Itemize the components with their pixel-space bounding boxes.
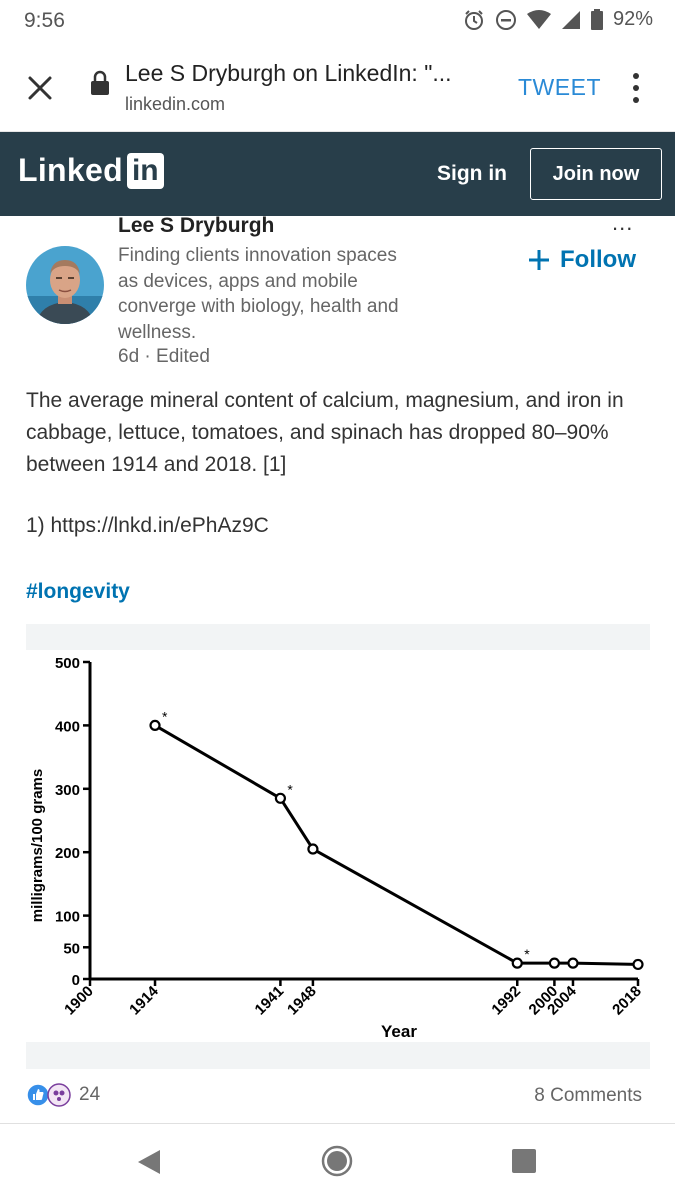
recent-apps-icon[interactable] — [511, 1148, 537, 1174]
linkedin-header: Linked in Sign in Join now — [0, 132, 675, 216]
browser-toolbar: Lee S Dryburgh on LinkedIn: "... linkedi… — [0, 42, 675, 132]
system-nav-bar — [0, 1124, 675, 1200]
post-body: The average mineral content of calcium, … — [26, 389, 624, 476]
post-image[interactable]: 0 50 100 200 300 400 500 1900 1914 1941 1948 1992 20… — [26, 624, 650, 1069]
logo-text: Linked — [18, 152, 123, 188]
status-bar: 9:56 92% — [0, 0, 675, 42]
reaction-count: 24 — [79, 1084, 101, 1105]
join-now-button[interactable]: Join now — [530, 148, 662, 200]
comments-link[interactable]: 8 Comments — [534, 1085, 642, 1106]
x-axis-label: Year — [381, 1022, 417, 1041]
plus-icon — [529, 250, 549, 270]
status-icons: 92% — [463, 8, 653, 31]
alarm-icon — [464, 9, 483, 30]
y-tick-label: 200 — [55, 845, 80, 862]
nav-divider — [0, 1123, 675, 1124]
data-point — [567, 957, 579, 969]
y-tick-label: 100 — [55, 909, 80, 926]
hashtag-link[interactable]: #longevity — [26, 580, 130, 603]
social-bar: 24 8 Comments — [26, 1083, 650, 1111]
data-point — [274, 792, 287, 804]
x-tick-label: 1948 — [284, 983, 320, 1019]
x-tick-label: 1900 — [61, 983, 97, 1019]
x-tick-label: 2018 — [609, 983, 645, 1019]
x-tick-label: 1914 — [126, 982, 162, 1018]
battery-percentage: 92% — [612, 8, 653, 30]
x-tick-label: 1941 — [252, 983, 288, 1019]
curious-reaction-icon — [47, 1083, 71, 1107]
do-not-disturb-icon — [495, 9, 516, 30]
close-icon[interactable] — [24, 72, 56, 104]
post-meta: 6d · Edited — [118, 346, 210, 367]
like-reaction-icon — [26, 1083, 50, 1107]
post-more-button[interactable]: ... — [612, 210, 634, 235]
significance-marker: * — [287, 781, 293, 797]
tweet-button[interactable]: TWEET — [518, 74, 601, 100]
more-options-icon[interactable] — [627, 70, 645, 106]
data-point — [548, 957, 561, 969]
y-tick-label: 400 — [55, 718, 80, 735]
x-tick-label: 1992 — [488, 983, 524, 1019]
page-domain: linkedin.com — [125, 94, 226, 114]
home-icon[interactable] — [320, 1144, 354, 1178]
y-tick-label: 0 — [72, 972, 80, 989]
post-link[interactable]: 1) https://lnkd.in/ePhAz9C — [26, 514, 269, 537]
sign-in-link[interactable]: Sign in — [437, 162, 507, 185]
logo-box: in — [126, 152, 164, 189]
status-time: 9:56 — [24, 9, 65, 32]
data-point — [632, 958, 644, 971]
y-tick-label: 500 — [55, 655, 80, 672]
page-title: Lee S Dryburgh on LinkedIn: "... — [125, 60, 452, 86]
data-point — [149, 719, 161, 732]
lock-icon — [91, 70, 109, 95]
wifi-icon — [526, 9, 551, 29]
significance-marker: * — [524, 946, 530, 962]
y-tick-label: 300 — [55, 782, 80, 799]
y-axis-label: milligrams/100 grams — [29, 769, 46, 922]
significance-marker: * — [162, 708, 168, 724]
follow-label: Follow — [560, 246, 636, 273]
follow-button[interactable]: Follow — [528, 246, 636, 274]
chart-background — [26, 650, 650, 1042]
data-point — [511, 957, 523, 969]
author-headline: Finding clients innovation spaces as dev… — [118, 245, 399, 344]
reactions[interactable]: 24 — [26, 1083, 100, 1107]
battery-icon — [590, 9, 603, 30]
author-name[interactable]: Lee S Dryburgh — [118, 214, 275, 237]
avatar[interactable] — [26, 246, 104, 324]
back-icon[interactable] — [136, 1148, 162, 1176]
linkedin-logo[interactable]: Linked in — [18, 152, 164, 189]
data-point — [307, 843, 319, 855]
y-tick-label: 50 — [63, 940, 80, 957]
series-line — [154, 724, 639, 966]
signal-icon — [561, 10, 580, 29]
